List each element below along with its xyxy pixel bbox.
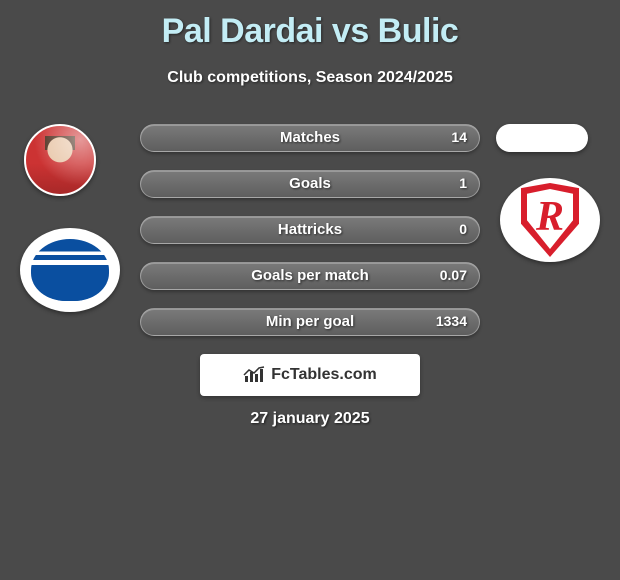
stat-label: Hattricks — [141, 221, 479, 238]
stat-label: Min per goal — [141, 313, 479, 330]
stat-row: Matches 14 — [140, 124, 480, 152]
player1-photo — [24, 124, 96, 196]
chart-icon — [243, 366, 265, 384]
subtitle: Club competitions, Season 2024/2025 — [0, 69, 620, 87]
stat-value: 0 — [459, 221, 467, 237]
stat-value: 0.07 — [440, 267, 467, 283]
date-text: 27 january 2025 — [0, 410, 620, 428]
stat-row: Hattricks 0 — [140, 216, 480, 244]
stats-list: Matches 14 Goals 1 Hattricks 0 Goals per… — [140, 124, 480, 354]
player2-club-logo: R — [500, 178, 600, 262]
player1-club-label: Hertha BSC — [31, 292, 109, 299]
stat-label: Goals per match — [141, 267, 479, 284]
stat-row: Min per goal 1334 — [140, 308, 480, 336]
page-title: Pal Dardai vs Bulic — [0, 0, 620, 51]
stat-value: 1334 — [436, 313, 467, 329]
stat-value: 1 — [459, 175, 467, 191]
player2-club-letter: R — [536, 193, 564, 241]
brand-box: FcTables.com — [200, 354, 420, 396]
brand-text: FcTables.com — [271, 366, 377, 384]
stat-value: 14 — [451, 129, 467, 145]
stat-row: Goals per match 0.07 — [140, 262, 480, 290]
stat-label: Matches — [141, 129, 479, 146]
stat-label: Goals — [141, 175, 479, 192]
player2-photo — [496, 124, 588, 152]
player1-club-logo: Hertha BSC — [20, 228, 120, 312]
stat-row: Goals 1 — [140, 170, 480, 198]
